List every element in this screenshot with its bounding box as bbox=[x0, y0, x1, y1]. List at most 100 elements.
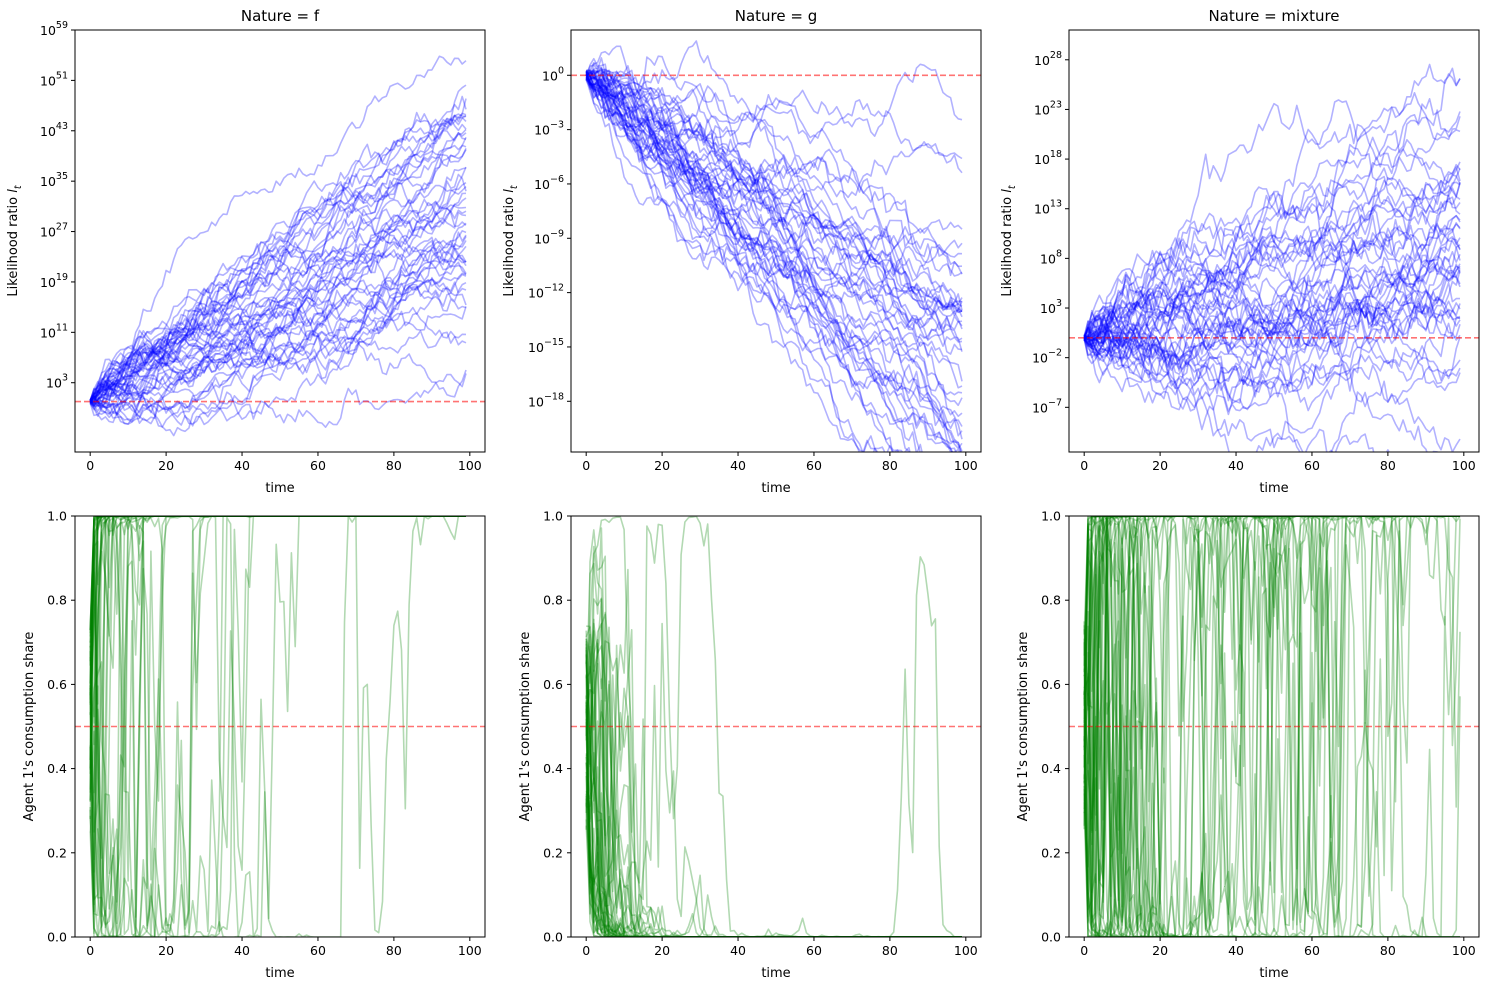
x-tick-label: 80 bbox=[1380, 943, 1396, 958]
series-line bbox=[1083, 251, 1461, 382]
series-line bbox=[1083, 237, 1461, 356]
series-line bbox=[585, 699, 962, 937]
series-line bbox=[1083, 215, 1461, 377]
series-line bbox=[1083, 167, 1461, 361]
y-axis-label: Likelihood ratio lt bbox=[6, 184, 24, 296]
y-tick-label: 1059 bbox=[40, 20, 68, 38]
series-line bbox=[1083, 516, 1460, 816]
series-line bbox=[89, 112, 467, 403]
series-line bbox=[89, 222, 467, 407]
series-line bbox=[585, 598, 962, 937]
series-line bbox=[585, 69, 963, 278]
y-tick-label: 10−2 bbox=[1032, 348, 1062, 366]
series-line bbox=[1083, 516, 1460, 937]
series-line bbox=[585, 74, 963, 407]
series-line bbox=[586, 61, 953, 452]
y-axis-label: Likelihood ratio lt bbox=[502, 184, 520, 296]
series-line bbox=[89, 516, 466, 930]
y-tick-label: 10−12 bbox=[528, 283, 564, 301]
axes-frame bbox=[570, 29, 982, 453]
series-line bbox=[1083, 223, 1461, 395]
series-line bbox=[585, 69, 923, 452]
y-tick-label: 103 bbox=[1040, 298, 1062, 316]
series-line bbox=[1083, 516, 1460, 870]
series-line bbox=[89, 240, 467, 404]
x-tick-label: 20 bbox=[1152, 943, 1168, 958]
x-tick-label: 80 bbox=[386, 943, 402, 958]
series-line bbox=[1083, 178, 1461, 378]
x-tick-label: 80 bbox=[882, 943, 898, 958]
series-line bbox=[585, 68, 963, 450]
x-tick-label: 0 bbox=[582, 943, 590, 958]
x-tick-label: 100 bbox=[1452, 943, 1476, 958]
series-line bbox=[1083, 327, 1461, 449]
y-tick-label: 0.2 bbox=[543, 845, 563, 860]
series-line bbox=[89, 516, 466, 937]
series-line bbox=[585, 70, 963, 355]
series-line bbox=[585, 78, 963, 437]
series-line bbox=[89, 113, 467, 402]
y-tick-label: 1023 bbox=[1034, 99, 1062, 117]
series-line bbox=[1083, 516, 1460, 937]
series-line bbox=[1084, 315, 1461, 398]
y-tick-label: 108 bbox=[1040, 248, 1062, 266]
series-line bbox=[585, 622, 962, 937]
y-tick-label: 0.4 bbox=[543, 761, 563, 776]
series-line bbox=[89, 98, 467, 416]
axes-frame bbox=[74, 515, 486, 938]
y-tick-label: 0.8 bbox=[47, 593, 67, 608]
series-line bbox=[1083, 310, 1461, 404]
x-tick-label: 60 bbox=[310, 458, 326, 473]
series-line bbox=[89, 311, 467, 407]
series-line bbox=[1083, 263, 1461, 376]
series-line bbox=[89, 516, 466, 770]
series-line bbox=[585, 71, 921, 452]
series-line bbox=[1083, 262, 1461, 351]
series-line bbox=[1083, 516, 1460, 937]
series-line bbox=[1083, 168, 1461, 346]
series-line bbox=[1083, 276, 1461, 355]
panel-title: Nature = f bbox=[241, 7, 320, 25]
x-tick-label: 80 bbox=[1380, 458, 1396, 473]
series-line bbox=[585, 74, 963, 417]
axes-panel-3: 0 20 40 60 80 100 1028 1023 1018 1013 108 103 10−2 10… bbox=[1000, 7, 1480, 496]
series-line bbox=[89, 129, 467, 401]
series-line bbox=[1083, 516, 1461, 937]
series-line bbox=[1083, 516, 1460, 926]
series-line bbox=[585, 74, 911, 452]
series-line bbox=[1083, 516, 1461, 933]
series-line bbox=[89, 132, 467, 404]
series-line bbox=[585, 63, 963, 145]
series-line bbox=[89, 236, 467, 409]
series-line bbox=[585, 71, 963, 342]
series-line bbox=[1083, 139, 1461, 359]
series-line bbox=[585, 802, 962, 937]
series-line bbox=[1083, 223, 1461, 343]
series-line bbox=[585, 71, 963, 452]
series-line bbox=[585, 70, 963, 396]
series-line bbox=[89, 192, 467, 417]
x-tick-label: 100 bbox=[954, 458, 978, 473]
x-tick-label: 80 bbox=[386, 458, 402, 473]
series-line bbox=[586, 77, 962, 452]
series-line bbox=[89, 516, 466, 790]
series-line bbox=[89, 201, 467, 403]
axes-frame bbox=[570, 515, 982, 938]
x-tick-label: 0 bbox=[86, 943, 94, 958]
series-line bbox=[585, 69, 904, 452]
series-line bbox=[1083, 195, 1461, 341]
series-line bbox=[1083, 516, 1460, 937]
y-tick-label: 10−15 bbox=[528, 337, 564, 355]
series-line bbox=[1083, 300, 1390, 452]
series-line bbox=[89, 197, 467, 402]
series-line bbox=[585, 67, 963, 314]
series-line bbox=[89, 516, 466, 937]
series-line bbox=[585, 70, 910, 452]
series-line bbox=[585, 516, 962, 937]
series-line bbox=[89, 167, 467, 402]
y-tick-label: 0.2 bbox=[1041, 845, 1061, 860]
series-line bbox=[585, 74, 963, 440]
series-line bbox=[1083, 322, 1461, 452]
series-line bbox=[89, 147, 467, 404]
series-line bbox=[586, 69, 963, 277]
